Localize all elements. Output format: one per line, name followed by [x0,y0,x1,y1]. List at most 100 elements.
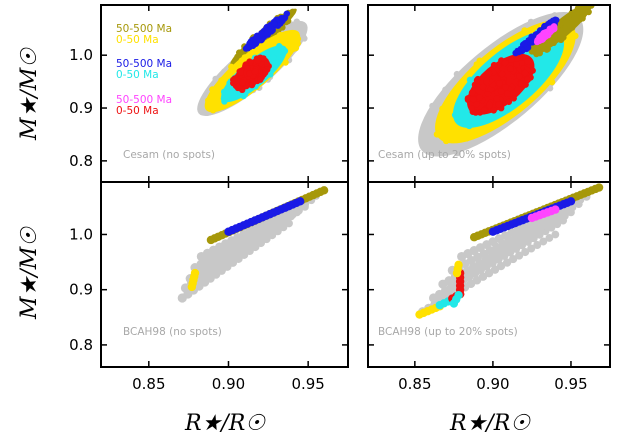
data-point [240,56,247,63]
plot-area [415,183,604,319]
region-red-0-50-Ma [230,54,272,94]
track-cyan-0-50-Ma-upper [449,291,463,308]
data-point [209,86,216,93]
panel-label: BCAH98 (no spots) [123,326,222,338]
data-point [276,43,283,50]
legend-entry: 0-50 Ma [116,105,159,117]
data-point [262,68,269,76]
data-point [495,100,503,108]
data-point [264,28,271,36]
region-red-0-50-Ma [464,53,536,116]
data-point [496,79,503,87]
data-point [490,61,498,69]
data-point [464,95,472,102]
data-point [237,69,244,76]
data-point [551,230,560,239]
panel-frame [367,181,611,368]
data-point [454,291,463,300]
panel-top-left: 0.8 0.9 1.0 Cesam (no spots) [69,4,349,183]
x-tick-label: 0.90 [476,375,509,393]
data-point [468,89,476,96]
data-point [271,20,278,28]
data-point [439,105,446,112]
data-point [496,261,506,271]
data-point [438,112,445,120]
data-point [570,9,577,16]
data-point [498,70,506,78]
data-point [453,70,461,78]
data-point [473,77,481,84]
data-point [546,85,554,92]
panel-label: Cesam (no spots) [123,149,215,161]
panel-label: Cesam (up to 20% spots) [378,149,511,161]
panel-bottom-left: 0.8 0.9 1.0 0.85 0.90 0.95 BCAH98 (no spots) [69,181,349,393]
data-point [507,65,514,73]
data-point [275,50,283,57]
x-tick-label: 0.95 [554,375,587,393]
data-point [551,205,560,214]
data-point [267,71,274,78]
data-point [497,88,505,95]
data-point [447,128,454,136]
data-point [198,101,206,109]
data-point [240,92,247,100]
data-point [521,40,528,47]
data-point [270,54,277,61]
data-point [548,26,556,33]
legend-entry: 50-500 Ma [116,58,172,70]
data-point [529,67,536,74]
data-point [301,35,308,42]
data-point [454,260,463,270]
data-point [515,251,524,260]
data-point [545,40,553,48]
legend-entry: 50-500 Ma [116,23,172,35]
panel-top-right: Cesam (up to 20% spots) [367,4,611,183]
y-tick-label: 0.8 [69,336,93,354]
data-point [466,76,474,84]
data-point [426,148,434,156]
data-point [429,102,436,110]
data-point [579,12,586,20]
data-point [453,111,460,119]
panel-label: BCAH98 (up to 20% spots) [378,326,518,338]
data-point [560,34,567,41]
data-point [454,149,461,157]
data-point [485,70,493,77]
data-point [594,183,604,192]
x-tick-label: 0.95 [291,375,324,393]
legend-entry: 0-50 Ma [116,69,159,81]
data-point [282,59,289,66]
data-point [521,27,528,34]
data-point [257,76,264,83]
data-point [542,29,549,36]
track-blue-50-500-Ma [224,197,305,236]
data-point [208,98,216,106]
region-blue-50-500-Ma [242,10,291,52]
data-point [253,33,260,41]
data-point [574,5,582,12]
data-point [239,79,246,87]
y-axis-label-top: M★/M☉ [17,47,42,141]
data-point [251,68,259,76]
data-point [479,83,487,91]
data-point [513,60,520,68]
y-tick-label: 1.0 [69,46,93,64]
data-point [260,55,267,62]
data-point [221,98,228,105]
data-point [549,17,557,24]
y-tick-label: 1.0 [69,225,93,243]
y-axis-label-bottom: M★/M☉ [17,226,42,320]
data-point [502,84,509,91]
data-point [572,32,579,40]
data-point [504,90,511,97]
data-point [532,46,539,53]
data-point [539,237,548,246]
data-point [533,241,542,250]
x-axis-label-left: R★/R☉ [184,411,266,436]
data-point [538,35,546,42]
y-tick-label: 0.8 [69,152,93,170]
data-point [457,100,465,107]
data-point [516,48,524,55]
data-point [244,43,251,51]
